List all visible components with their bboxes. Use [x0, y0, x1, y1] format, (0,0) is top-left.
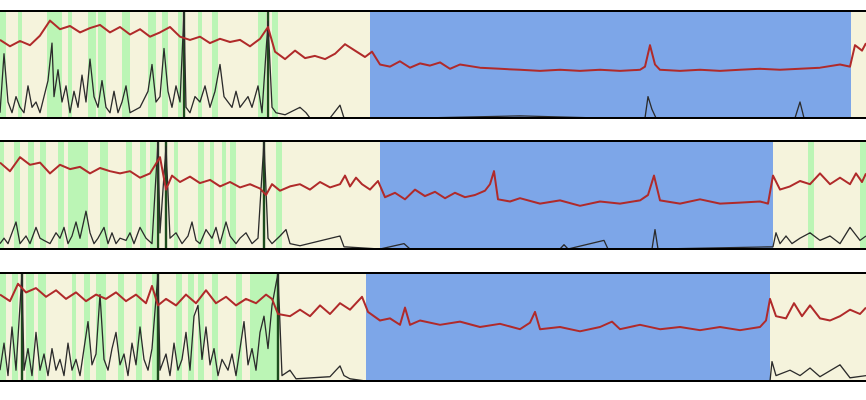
chart-panel-2: [0, 140, 866, 250]
green-band: [26, 273, 34, 381]
green-band: [188, 273, 194, 381]
green-band: [198, 273, 204, 381]
green-band: [100, 141, 108, 249]
region-blue: [370, 11, 851, 118]
region-blue: [380, 141, 773, 249]
green-band: [38, 273, 46, 381]
green-band: [12, 273, 18, 381]
event-marker: [20, 273, 24, 381]
green-band: [198, 11, 202, 118]
red-series-line: [0, 19, 866, 72]
green-band: [40, 141, 46, 249]
green-band: [47, 11, 62, 118]
event-marker: [156, 273, 160, 381]
green-band: [212, 11, 218, 118]
green-band: [18, 11, 22, 118]
green-band: [88, 11, 96, 118]
green-band: [28, 141, 34, 249]
green-band: [126, 141, 132, 249]
black-series-line: [0, 10, 866, 119]
region-beige: [851, 11, 866, 118]
green-band: [236, 273, 242, 381]
green-band: [58, 141, 64, 249]
event-marker: [262, 141, 266, 249]
black-series-line: [0, 272, 866, 382]
green-band: [198, 141, 204, 249]
red-series-line: [0, 156, 866, 207]
green-band: [122, 11, 130, 118]
green-band: [276, 141, 282, 249]
event-marker: [156, 141, 160, 249]
green-band: [140, 141, 146, 249]
event-marker: [276, 273, 280, 381]
green-band: [14, 141, 20, 249]
green-band: [136, 273, 142, 381]
green-band: [178, 11, 182, 118]
green-band: [808, 141, 814, 249]
event-marker: [182, 11, 186, 118]
region-beige: [0, 141, 380, 249]
green-band: [222, 141, 226, 249]
chart-panel-1: [0, 10, 866, 119]
red-series-line: [0, 282, 866, 333]
green-band: [152, 273, 158, 381]
green-band: [212, 273, 218, 381]
green-band: [0, 141, 4, 249]
green-band: [150, 141, 156, 249]
green-band: [174, 141, 178, 249]
green-band: [860, 141, 866, 249]
green-band: [118, 273, 124, 381]
region-beige: [773, 141, 866, 249]
region-blue: [366, 273, 770, 381]
green-band: [98, 11, 106, 118]
green-band: [176, 273, 182, 381]
green-band: [0, 273, 6, 381]
green-band: [250, 273, 278, 381]
region-beige: [770, 273, 866, 381]
black-series-line: [0, 140, 866, 250]
event-marker: [266, 11, 270, 118]
event-marker: [164, 141, 168, 249]
green-band: [96, 273, 106, 381]
chart-panel-3: [0, 272, 866, 382]
green-band: [68, 11, 72, 118]
green-band: [72, 273, 76, 381]
green-band: [230, 141, 236, 249]
green-band: [258, 11, 266, 118]
green-band: [210, 141, 214, 249]
green-band: [272, 11, 278, 118]
